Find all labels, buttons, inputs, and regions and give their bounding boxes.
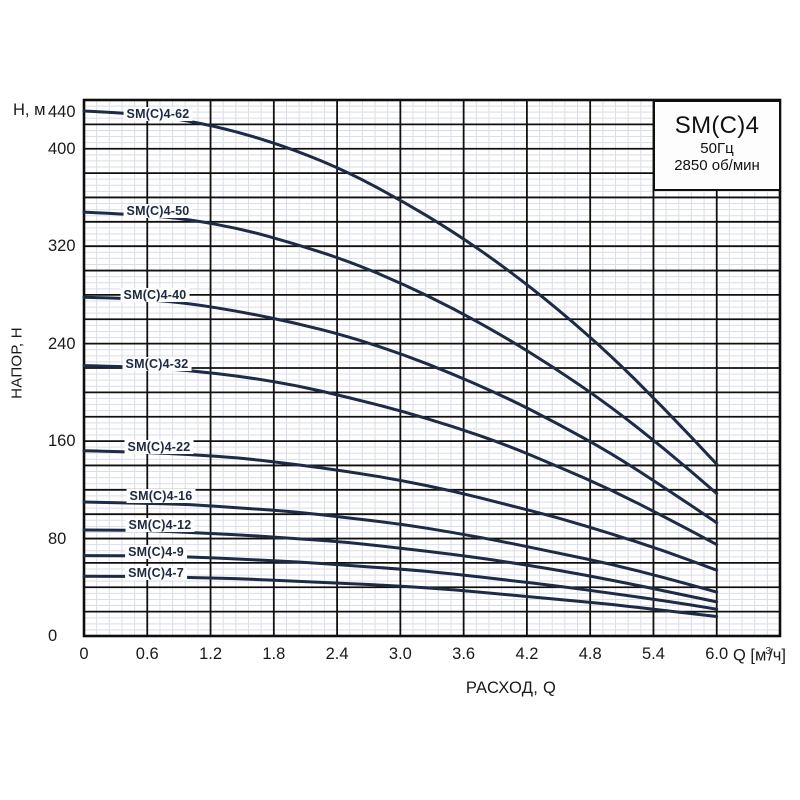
- plot-frame: [82, 98, 782, 638]
- curve-smc4-40: [82, 295, 719, 525]
- frequency-label: 50Гц: [700, 140, 734, 157]
- curve-smc4-22: [82, 449, 719, 572]
- pump-model-title: SM(C)4: [674, 112, 760, 139]
- chart-title-box: SM(C)4 50Гц 2850 об/мин: [653, 100, 781, 191]
- curve-smc4-32: [82, 364, 719, 547]
- speed-label: 2850 об/мин: [674, 157, 760, 174]
- curve-smc4-7: [82, 574, 719, 618]
- curve-smc4-50: [82, 210, 719, 495]
- curve-smc4-12: [82, 528, 719, 604]
- curve-smc4-9: [82, 554, 719, 611]
- curve-smc4-16: [82, 500, 719, 594]
- pump-curves: [82, 109, 719, 618]
- curve-smc4-62: [82, 109, 719, 466]
